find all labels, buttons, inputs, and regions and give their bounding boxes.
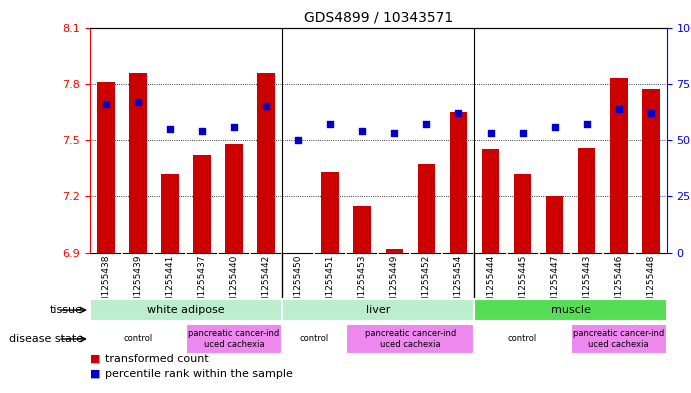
Point (164, 126, 176, 132)
Point (133, 99, 144, 105)
Text: GSM1255437: GSM1255437 (198, 255, 207, 316)
Text: pancreatic cancer-ind
uced cachexia: pancreatic cancer-ind uced cachexia (189, 329, 280, 349)
Point (485, 130, 496, 136)
Text: GSM1255443: GSM1255443 (583, 255, 591, 315)
Text: GSM1255441: GSM1255441 (165, 255, 174, 315)
Bar (161, 174, 179, 253)
Bar (642, 90, 660, 253)
Text: transformed count: transformed count (105, 354, 209, 364)
Text: GSM1255440: GSM1255440 (229, 255, 238, 315)
Bar (129, 73, 146, 253)
Text: GSM1255448: GSM1255448 (646, 255, 655, 315)
Bar (186, 324, 282, 354)
Point (293, 137, 304, 143)
Point (196, 128, 207, 134)
Text: pancreatic cancer-ind
uced cachexia: pancreatic cancer-ind uced cachexia (365, 329, 456, 349)
Text: disease state: disease state (9, 334, 83, 344)
Text: GSM1255449: GSM1255449 (390, 255, 399, 315)
Bar (282, 299, 475, 321)
Bar (578, 148, 596, 253)
Text: GSM1255445: GSM1255445 (518, 255, 527, 315)
Bar (257, 73, 275, 253)
Bar (193, 155, 211, 253)
Text: GSM1255453: GSM1255453 (358, 255, 367, 316)
Text: GSM1255442: GSM1255442 (262, 255, 271, 315)
Text: GSM1255451: GSM1255451 (325, 255, 334, 316)
Bar (482, 149, 500, 253)
Point (421, 121, 432, 127)
Text: tissue: tissue (50, 305, 83, 315)
Text: ■: ■ (90, 369, 104, 379)
Point (261, 103, 272, 110)
Bar (346, 324, 475, 354)
Bar (417, 165, 435, 253)
Text: muscle: muscle (551, 305, 591, 315)
Text: GSM1255446: GSM1255446 (614, 255, 623, 315)
Text: control: control (123, 334, 153, 343)
Text: percentile rank within the sample: percentile rank within the sample (105, 369, 293, 379)
Text: GSM1255438: GSM1255438 (102, 255, 111, 316)
Bar (571, 324, 667, 354)
Bar (546, 196, 563, 253)
Point (549, 123, 560, 130)
Bar (475, 324, 571, 354)
Bar (386, 249, 403, 253)
Bar (321, 172, 339, 253)
Bar (450, 112, 467, 253)
Point (357, 128, 368, 134)
Text: liver: liver (366, 305, 390, 315)
Bar (354, 206, 371, 253)
Bar (90, 299, 282, 321)
Text: white adipose: white adipose (147, 305, 225, 315)
Point (613, 105, 624, 112)
Point (325, 121, 336, 127)
Text: GSM1255447: GSM1255447 (550, 255, 559, 315)
Point (389, 130, 400, 136)
Text: ■: ■ (90, 354, 104, 364)
Bar (225, 144, 243, 253)
Text: control: control (508, 334, 537, 343)
Bar (282, 324, 346, 354)
Text: GSM1255454: GSM1255454 (454, 255, 463, 315)
Point (581, 121, 592, 127)
Point (100, 101, 111, 107)
Bar (97, 82, 115, 253)
Text: GSM1255452: GSM1255452 (422, 255, 431, 315)
Point (645, 110, 656, 116)
Text: control: control (300, 334, 329, 343)
Point (517, 130, 528, 136)
Bar (513, 174, 531, 253)
Point (453, 110, 464, 116)
Text: GSM1255444: GSM1255444 (486, 255, 495, 315)
Bar (610, 78, 627, 253)
Text: GSM1255439: GSM1255439 (133, 255, 142, 316)
Title: GDS4899 / 10343571: GDS4899 / 10343571 (304, 11, 453, 25)
Text: pancreatic cancer-ind
uced cachexia: pancreatic cancer-ind uced cachexia (573, 329, 664, 349)
Text: GSM1255450: GSM1255450 (294, 255, 303, 316)
Bar (475, 299, 667, 321)
Bar (90, 324, 186, 354)
Point (229, 123, 240, 130)
